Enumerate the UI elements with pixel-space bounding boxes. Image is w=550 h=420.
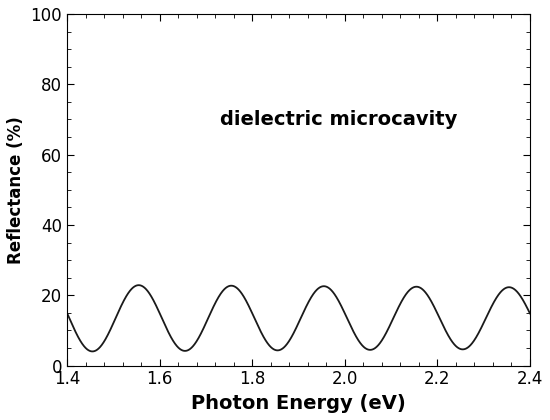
Y-axis label: Reflectance (%): Reflectance (%) bbox=[7, 116, 25, 264]
X-axis label: Photon Energy (eV): Photon Energy (eV) bbox=[191, 394, 406, 413]
Text: dielectric microcavity: dielectric microcavity bbox=[220, 110, 457, 129]
